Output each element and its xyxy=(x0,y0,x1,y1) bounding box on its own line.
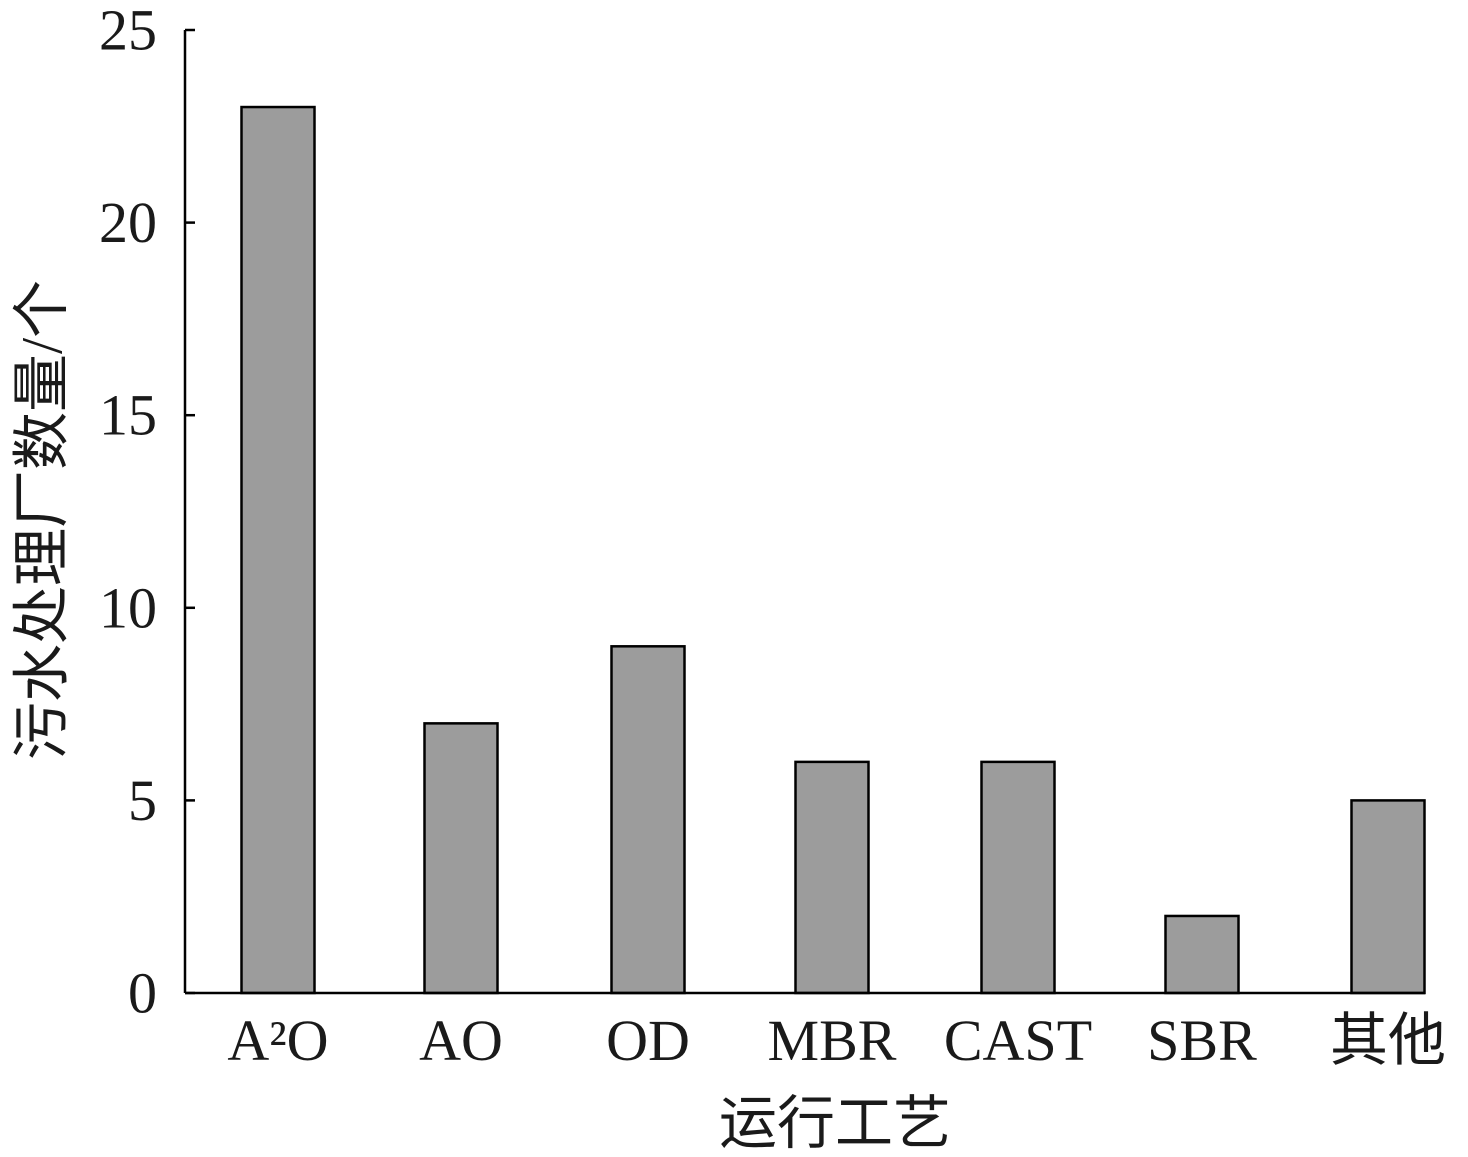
bar xyxy=(423,722,499,995)
bar xyxy=(1350,799,1426,995)
axes xyxy=(183,30,1425,995)
y-tick-label: 20 xyxy=(99,190,157,255)
y-axis-ticks: 0 5 10 15 20 25 xyxy=(99,0,195,1026)
x-category-label: SBR xyxy=(1147,1008,1257,1073)
y-tick-label: 0 xyxy=(128,961,157,1026)
x-category-label: OD xyxy=(606,1008,690,1073)
y-tick-label: 25 xyxy=(99,0,157,63)
x-axis-category-labels: A²O AO OD MBR CAST SBR 其他 xyxy=(227,1008,1446,1073)
y-tick-label: 10 xyxy=(99,575,157,640)
bar xyxy=(1164,914,1240,995)
bar xyxy=(610,645,686,995)
bar xyxy=(240,105,316,995)
x-category-label: CAST xyxy=(944,1008,1092,1073)
x-category-label: MBR xyxy=(768,1008,897,1073)
x-axis-title: 运行工艺 xyxy=(719,1091,951,1156)
y-axis-title: 污水处理厂数量/个 xyxy=(10,280,75,760)
y-tick-label: 5 xyxy=(128,768,157,833)
x-category-label: A²O xyxy=(227,1008,328,1073)
bar xyxy=(980,760,1056,995)
y-tick-label: 15 xyxy=(99,383,157,448)
x-category-label: 其他 xyxy=(1330,1008,1446,1073)
bars xyxy=(240,105,1426,995)
x-category-label: AO xyxy=(419,1008,503,1073)
bar xyxy=(794,760,870,995)
